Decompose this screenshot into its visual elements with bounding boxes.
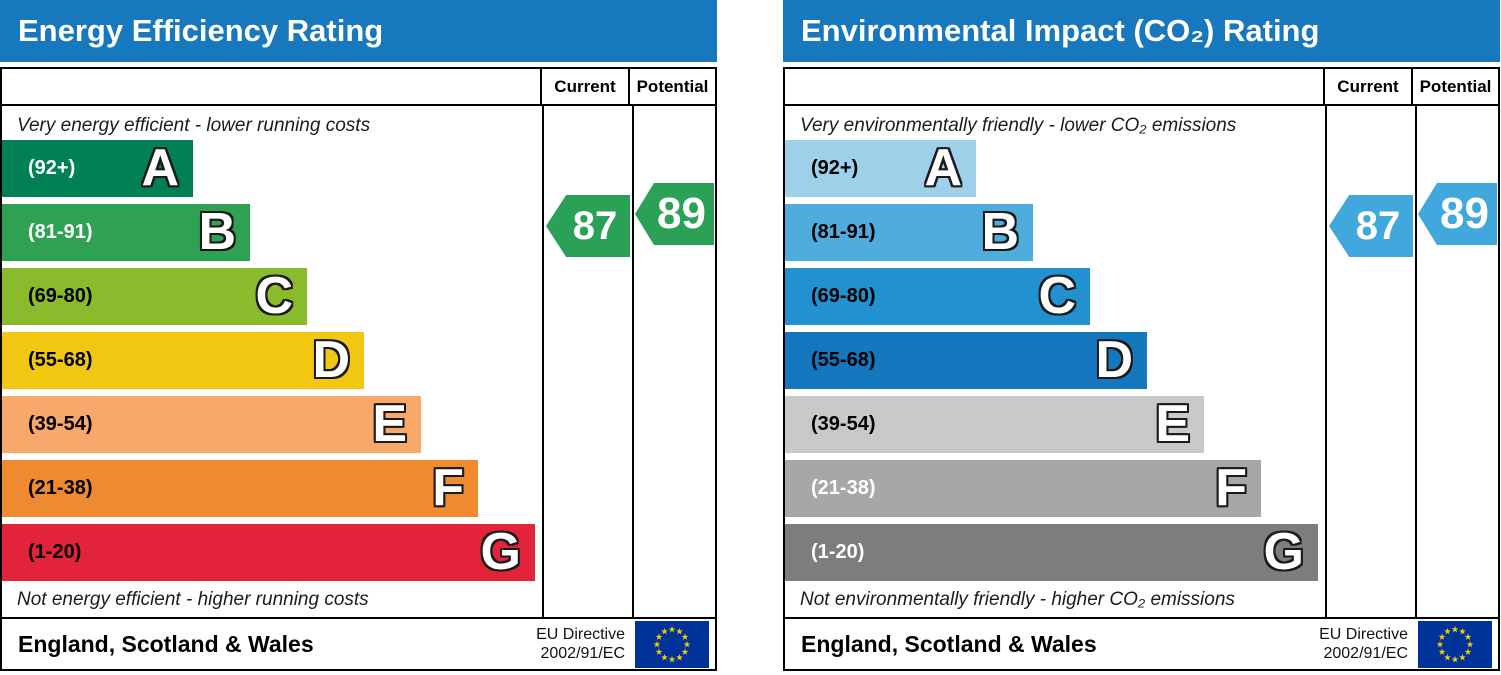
current-column-header: Current	[1325, 69, 1413, 104]
eu-directive-label: EU Directive 2002/91/EC	[1319, 625, 1408, 662]
top-caption: Very energy efficient - lower running co…	[17, 115, 371, 136]
band-range-label: (1-20)	[28, 541, 82, 563]
band-g: (1-20) G	[785, 524, 1318, 581]
environmental-impact-panel: Environmental Impact (CO₂) Rating Curren…	[783, 0, 1500, 671]
rating-table: Current Potential Very energy efficient …	[0, 67, 717, 619]
band-c: (69-80) C	[785, 268, 1090, 325]
band-range-label: (55-68)	[28, 349, 93, 371]
eu-directive-label: EU Directive 2002/91/EC	[536, 625, 625, 662]
current-rating-arrow: 87	[546, 195, 630, 257]
rating-chart-area: Very energy efficient - lower running co…	[2, 106, 715, 617]
potential-column-header: Potential	[636, 76, 709, 96]
potential-rating-arrow: 89	[1418, 183, 1497, 245]
rating-table: Current Potential Very environmentally f…	[783, 67, 1500, 619]
band-range-label: (69-80)	[811, 285, 876, 307]
table-header-row: Current Potential	[785, 69, 1498, 106]
footer: England, Scotland & Wales EU Directive 2…	[0, 617, 717, 671]
potential-rating-value: 89	[657, 189, 706, 238]
band-letter: E	[1155, 395, 1190, 453]
band-letter: A	[141, 139, 179, 197]
current-rating-value: 87	[572, 203, 618, 248]
region-label: England, Scotland & Wales	[801, 630, 1097, 657]
bottom-caption: Not energy efficient - higher running co…	[17, 589, 369, 610]
band-b: (81-91) B	[2, 204, 250, 261]
band-range-label: (39-54)	[811, 413, 876, 435]
potential-rating-arrow: 89	[635, 183, 714, 245]
band-g: (1-20) G	[2, 524, 535, 581]
band-range-label: (55-68)	[811, 349, 876, 371]
band-letter: D	[1095, 331, 1133, 389]
band-letter: C	[255, 267, 293, 325]
band-e: (39-54) E	[2, 396, 421, 453]
band-d: (55-68) D	[2, 332, 364, 389]
current-rating-arrow: 87	[1329, 195, 1413, 257]
band-e: (39-54) E	[785, 396, 1204, 453]
potential-column-divider	[632, 106, 634, 617]
band-range-label: (39-54)	[28, 413, 93, 435]
blank-header-cell	[785, 69, 1325, 104]
band-range-label: (21-38)	[28, 477, 93, 499]
band-c: (69-80) C	[2, 268, 307, 325]
current-column-header: Current	[542, 69, 630, 104]
band-range-label: (92+)	[28, 157, 76, 179]
current-column-divider	[542, 106, 544, 617]
eu-flag-icon	[1418, 620, 1492, 668]
band-range-label: (92+)	[811, 157, 859, 179]
top-caption: Very environmentally friendly - lower CO…	[800, 115, 1237, 136]
footer: England, Scotland & Wales EU Directive 2…	[783, 617, 1500, 671]
band-range-label: (1-20)	[811, 541, 865, 563]
band-range-label: (69-80)	[28, 285, 93, 307]
region-label: England, Scotland & Wales	[18, 630, 314, 657]
blank-header-cell	[2, 69, 542, 104]
band-letter: C	[1038, 267, 1076, 325]
band-range-label: (21-38)	[811, 477, 876, 499]
band-letter: D	[312, 331, 350, 389]
band-b: (81-91) B	[785, 204, 1033, 261]
rating-chart-area: Very environmentally friendly - lower CO…	[785, 106, 1498, 617]
band-letter: G	[480, 523, 521, 581]
band-a: (92+) A	[2, 140, 193, 197]
band-d: (55-68) D	[785, 332, 1147, 389]
page-title: Environmental Impact (CO₂) Rating	[801, 13, 1320, 48]
page-title: Energy Efficiency Rating	[18, 13, 384, 48]
current-rating-value: 87	[1355, 203, 1401, 248]
band-f: (21-38) F	[2, 460, 478, 517]
potential-column-divider	[1415, 106, 1417, 617]
band-range-label: (81-91)	[28, 221, 93, 243]
band-letter: F	[1215, 459, 1247, 517]
current-column-divider	[1325, 106, 1327, 617]
eu-flag-icon	[635, 620, 709, 668]
band-letter: B	[198, 203, 236, 261]
band-letter: F	[432, 459, 464, 517]
band-letter: E	[372, 395, 407, 453]
band-letter: G	[1263, 523, 1304, 581]
band-letter: A	[924, 139, 962, 197]
panel-title-bar: Environmental Impact (CO₂) Rating	[783, 0, 1500, 62]
band-range-label: (81-91)	[811, 221, 876, 243]
panel-title-bar: Energy Efficiency Rating	[0, 0, 717, 62]
energy-efficiency-panel: Energy Efficiency Rating Current Potenti…	[0, 0, 717, 671]
band-a: (92+) A	[785, 140, 976, 197]
potential-column-header: Potential	[1419, 76, 1492, 96]
bottom-caption: Not environmentally friendly - higher CO…	[800, 589, 1235, 610]
band-letter: B	[981, 203, 1019, 261]
table-header-row: Current Potential	[2, 69, 715, 106]
band-f: (21-38) F	[785, 460, 1261, 517]
potential-rating-value: 89	[1440, 189, 1489, 238]
